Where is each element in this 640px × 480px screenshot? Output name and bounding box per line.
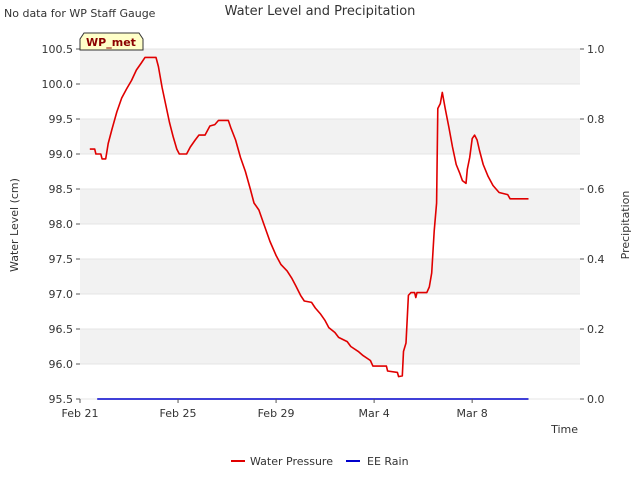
legend: Water Pressure EE Rain (231, 455, 409, 468)
y-tick-label: 96.0 (49, 358, 74, 371)
y2-axis-label: Precipitation (619, 191, 632, 260)
y2-tick-label: 1.0 (587, 43, 605, 56)
y2-tick-label: 0.6 (587, 183, 605, 196)
x-axis-label: Time (550, 423, 578, 436)
y2-tick-label: 0.8 (587, 113, 605, 126)
x-tick-label: Feb 25 (160, 407, 197, 420)
x-tick-label: Feb 29 (258, 407, 295, 420)
y-axis-label: Water Level (cm) (8, 178, 21, 272)
y-tick-label: 96.5 (49, 323, 74, 336)
badge-shape (79, 32, 144, 51)
series-line-water-pressure (89, 56, 529, 378)
badge: WP_met (79, 32, 144, 51)
legend-item-ee-rain: EE Rain (346, 455, 409, 468)
x-axis: Feb 21 Feb 25 Feb 29 Mar 4 Mar 8 (62, 399, 488, 420)
y2-tick-label: 0.4 (587, 253, 605, 266)
y-tick-label: 95.5 (49, 393, 74, 406)
x-tick-label: Feb 21 (62, 407, 99, 420)
y-tick-label: 99.5 (49, 113, 74, 126)
chart-title: Water Level and Precipitation (225, 4, 416, 19)
no-data-note: No data for WP Staff Gauge (4, 7, 156, 20)
band (80, 329, 580, 364)
y2-tick-label: 0.0 (587, 393, 605, 406)
band (80, 259, 580, 294)
y-tick-label: 100.0 (42, 78, 74, 91)
y2-tick-label: 0.2 (587, 323, 605, 336)
band (80, 189, 580, 224)
y-tick-label: 98.0 (49, 218, 74, 231)
series-layer (89, 56, 529, 400)
y-tick-label: 97.0 (49, 288, 74, 301)
y-axis-right: 0.0 0.2 0.4 0.6 0.8 1.0 (580, 43, 605, 406)
legend-label-ee-rain: EE Rain (367, 455, 409, 468)
badge-text: WP_met (86, 36, 136, 49)
y-axis-left: 95.5 96.0 96.5 97.0 97.5 98.0 98.5 99.0 99.5 100.… (42, 43, 80, 406)
y-tick-label: 99.0 (49, 148, 74, 161)
y-tick-label: 97.5 (49, 253, 74, 266)
band (80, 119, 580, 154)
legend-item-water-pressure: Water Pressure (231, 455, 333, 468)
y-tick-label: 100.5 (42, 43, 74, 56)
background-bands (80, 49, 580, 364)
legend-label-water-pressure: Water Pressure (250, 455, 333, 468)
x-tick-label: Mar 8 (457, 407, 488, 420)
band (80, 49, 580, 84)
x-tick-label: Mar 4 (358, 407, 389, 420)
y-tick-label: 98.5 (49, 183, 74, 196)
